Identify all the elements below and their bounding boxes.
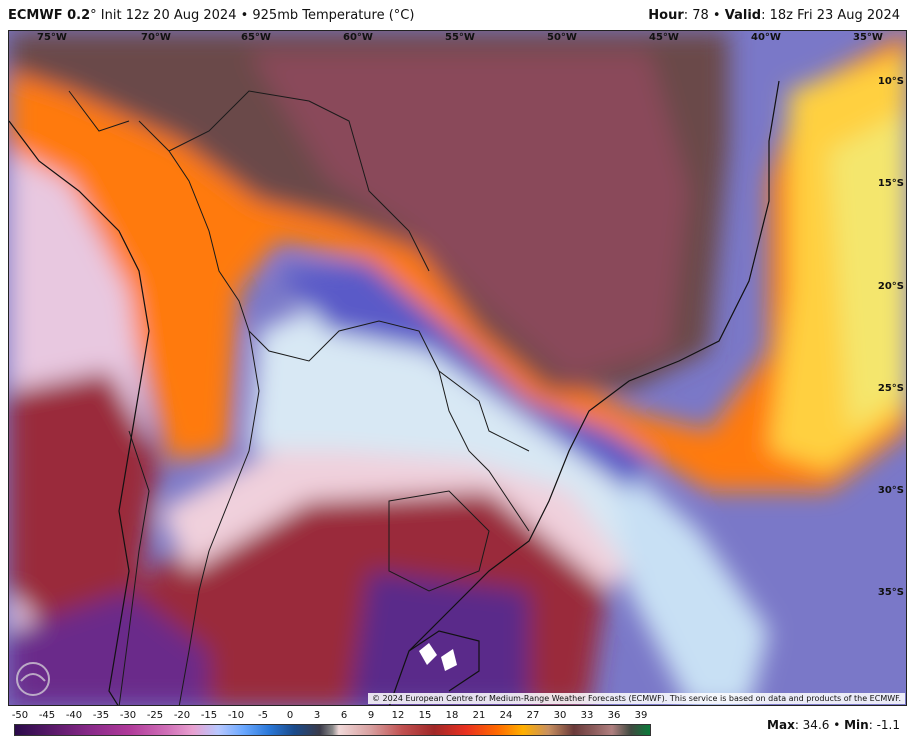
weather-map[interactable]: 75°W 70°W 65°W 60°W 55°W 50°W 45°W 40°W …	[8, 30, 907, 706]
coastline	[9, 80, 780, 705]
lon-label: 55°W	[445, 32, 475, 43]
legend-tick: 27	[526, 710, 540, 721]
valid-label: Valid	[724, 8, 762, 23]
legend-tick: -30	[119, 710, 137, 721]
lat-label: 15°S	[877, 178, 904, 189]
legend-tick: 21	[472, 710, 486, 721]
lat-label: 10°S	[877, 76, 904, 87]
legend-tick: 33	[580, 710, 594, 721]
lon-label: 70°W	[141, 32, 171, 43]
legend-tick: -40	[65, 710, 83, 721]
hour-value: : 78 •	[683, 8, 721, 23]
min-label: Min	[844, 718, 869, 732]
island-shape	[419, 643, 437, 665]
legend-tick: 3	[313, 710, 321, 721]
lat-label: 35°S	[877, 587, 904, 598]
legend-tick: 24	[499, 710, 513, 721]
weatherbell-logo-icon	[16, 662, 50, 696]
valid-info: Hour: 78 • Valid: 18z Fri 23 Aug 2024	[648, 8, 900, 23]
hour-label: Hour	[648, 8, 684, 23]
lon-label: 50°W	[547, 32, 577, 43]
lon-label: 40°W	[751, 32, 781, 43]
legend-tick: -35	[92, 710, 110, 721]
legend-tick: 6	[340, 710, 348, 721]
legend-tick: 30	[553, 710, 567, 721]
valid-value: : 18z Fri 23 Aug 2024	[761, 8, 900, 23]
lat-label: 30°S	[877, 485, 904, 496]
legend-tick: -10	[227, 710, 245, 721]
max-label: Max	[767, 718, 795, 732]
legend-tick: 0	[286, 710, 294, 721]
lon-label: 65°W	[241, 32, 271, 43]
country-borders	[68, 90, 530, 705]
title: ECMWF 0.2° Init 12z 20 Aug 2024 • 925mb …	[8, 8, 414, 23]
legend-tick: 18	[445, 710, 459, 721]
min-value: : -1.1	[868, 718, 900, 732]
legend-tick: 15	[418, 710, 432, 721]
legend-ticks: -50 -45 -40 -35 -30 -25 -20 -15 -10 -5 0…	[8, 710, 654, 722]
legend-tick: 39	[634, 710, 648, 721]
legend-tick: -15	[200, 710, 218, 721]
header: ECMWF 0.2° Init 12z 20 Aug 2024 • 925mb …	[0, 0, 914, 30]
island-shape	[441, 649, 457, 671]
init-text: ° Init 12z 20 Aug 2024 • 925mb Temperatu…	[90, 8, 415, 23]
legend-tick: 9	[367, 710, 375, 721]
lat-label: 25°S	[877, 383, 904, 394]
legend-color-bar	[14, 724, 651, 736]
legend-tick: -5	[258, 710, 268, 721]
lon-label: 75°W	[37, 32, 67, 43]
lon-label: 35°W	[853, 32, 883, 43]
model-name: ECMWF 0.2	[8, 8, 91, 23]
legend-tick: 12	[391, 710, 405, 721]
legend-tick: -20	[173, 710, 191, 721]
temperature-field	[9, 31, 906, 705]
color-legend: -50 -45 -40 -35 -30 -25 -20 -15 -10 -5 0…	[8, 710, 654, 738]
lon-label: 45°W	[649, 32, 679, 43]
copyright-notice: © 2024 European Centre for Medium-Range …	[368, 693, 905, 704]
legend-tick: -50	[11, 710, 29, 721]
lon-label: 60°W	[343, 32, 373, 43]
legend-tick: 36	[607, 710, 621, 721]
lat-label: 20°S	[877, 281, 904, 292]
legend-tick: -45	[38, 710, 56, 721]
legend-tick: -25	[146, 710, 164, 721]
max-min-stats: Max: 34.6 • Min: -1.1	[767, 718, 900, 732]
max-value: : 34.6 •	[794, 718, 841, 732]
